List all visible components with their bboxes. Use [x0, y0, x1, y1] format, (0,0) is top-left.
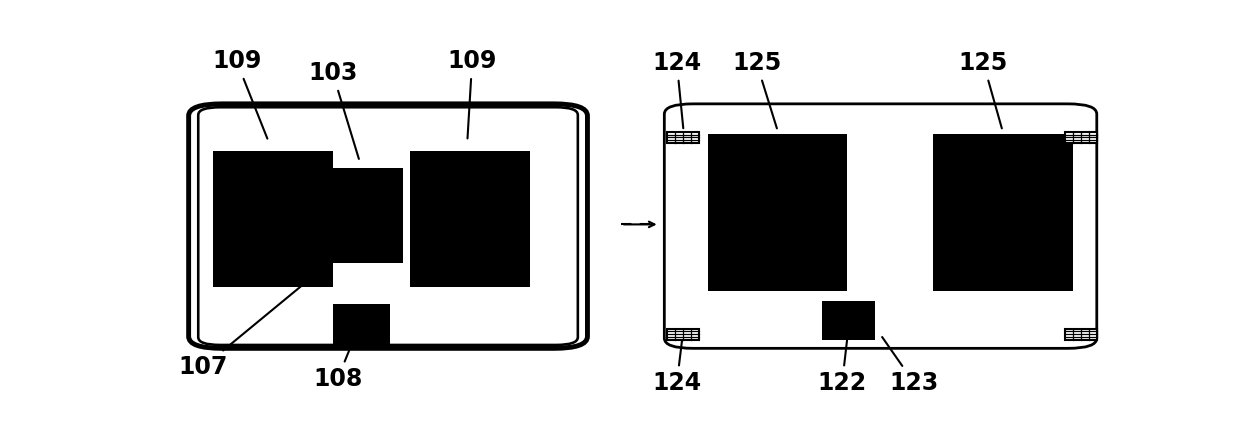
FancyBboxPatch shape — [188, 104, 588, 348]
Bar — [667, 329, 699, 340]
Bar — [409, 151, 529, 287]
FancyBboxPatch shape — [665, 104, 1096, 348]
Text: 125: 125 — [732, 51, 781, 128]
Bar — [332, 304, 391, 345]
Text: 124: 124 — [652, 331, 702, 395]
Text: 103: 103 — [308, 61, 358, 159]
Bar — [316, 168, 403, 263]
Text: 107: 107 — [179, 262, 331, 379]
Bar — [1065, 329, 1096, 340]
Bar — [667, 132, 699, 143]
Text: 109: 109 — [212, 49, 268, 138]
Bar — [934, 135, 1073, 291]
Text: 122: 122 — [817, 327, 867, 395]
Text: 124: 124 — [652, 51, 702, 128]
Bar — [708, 135, 847, 291]
FancyBboxPatch shape — [198, 107, 578, 345]
Bar — [822, 301, 874, 340]
Text: 109: 109 — [448, 49, 497, 138]
Bar — [1065, 132, 1096, 143]
Text: 125: 125 — [959, 51, 1008, 128]
Bar — [213, 151, 332, 287]
Text: 123: 123 — [882, 337, 939, 395]
Text: 108: 108 — [312, 327, 362, 391]
